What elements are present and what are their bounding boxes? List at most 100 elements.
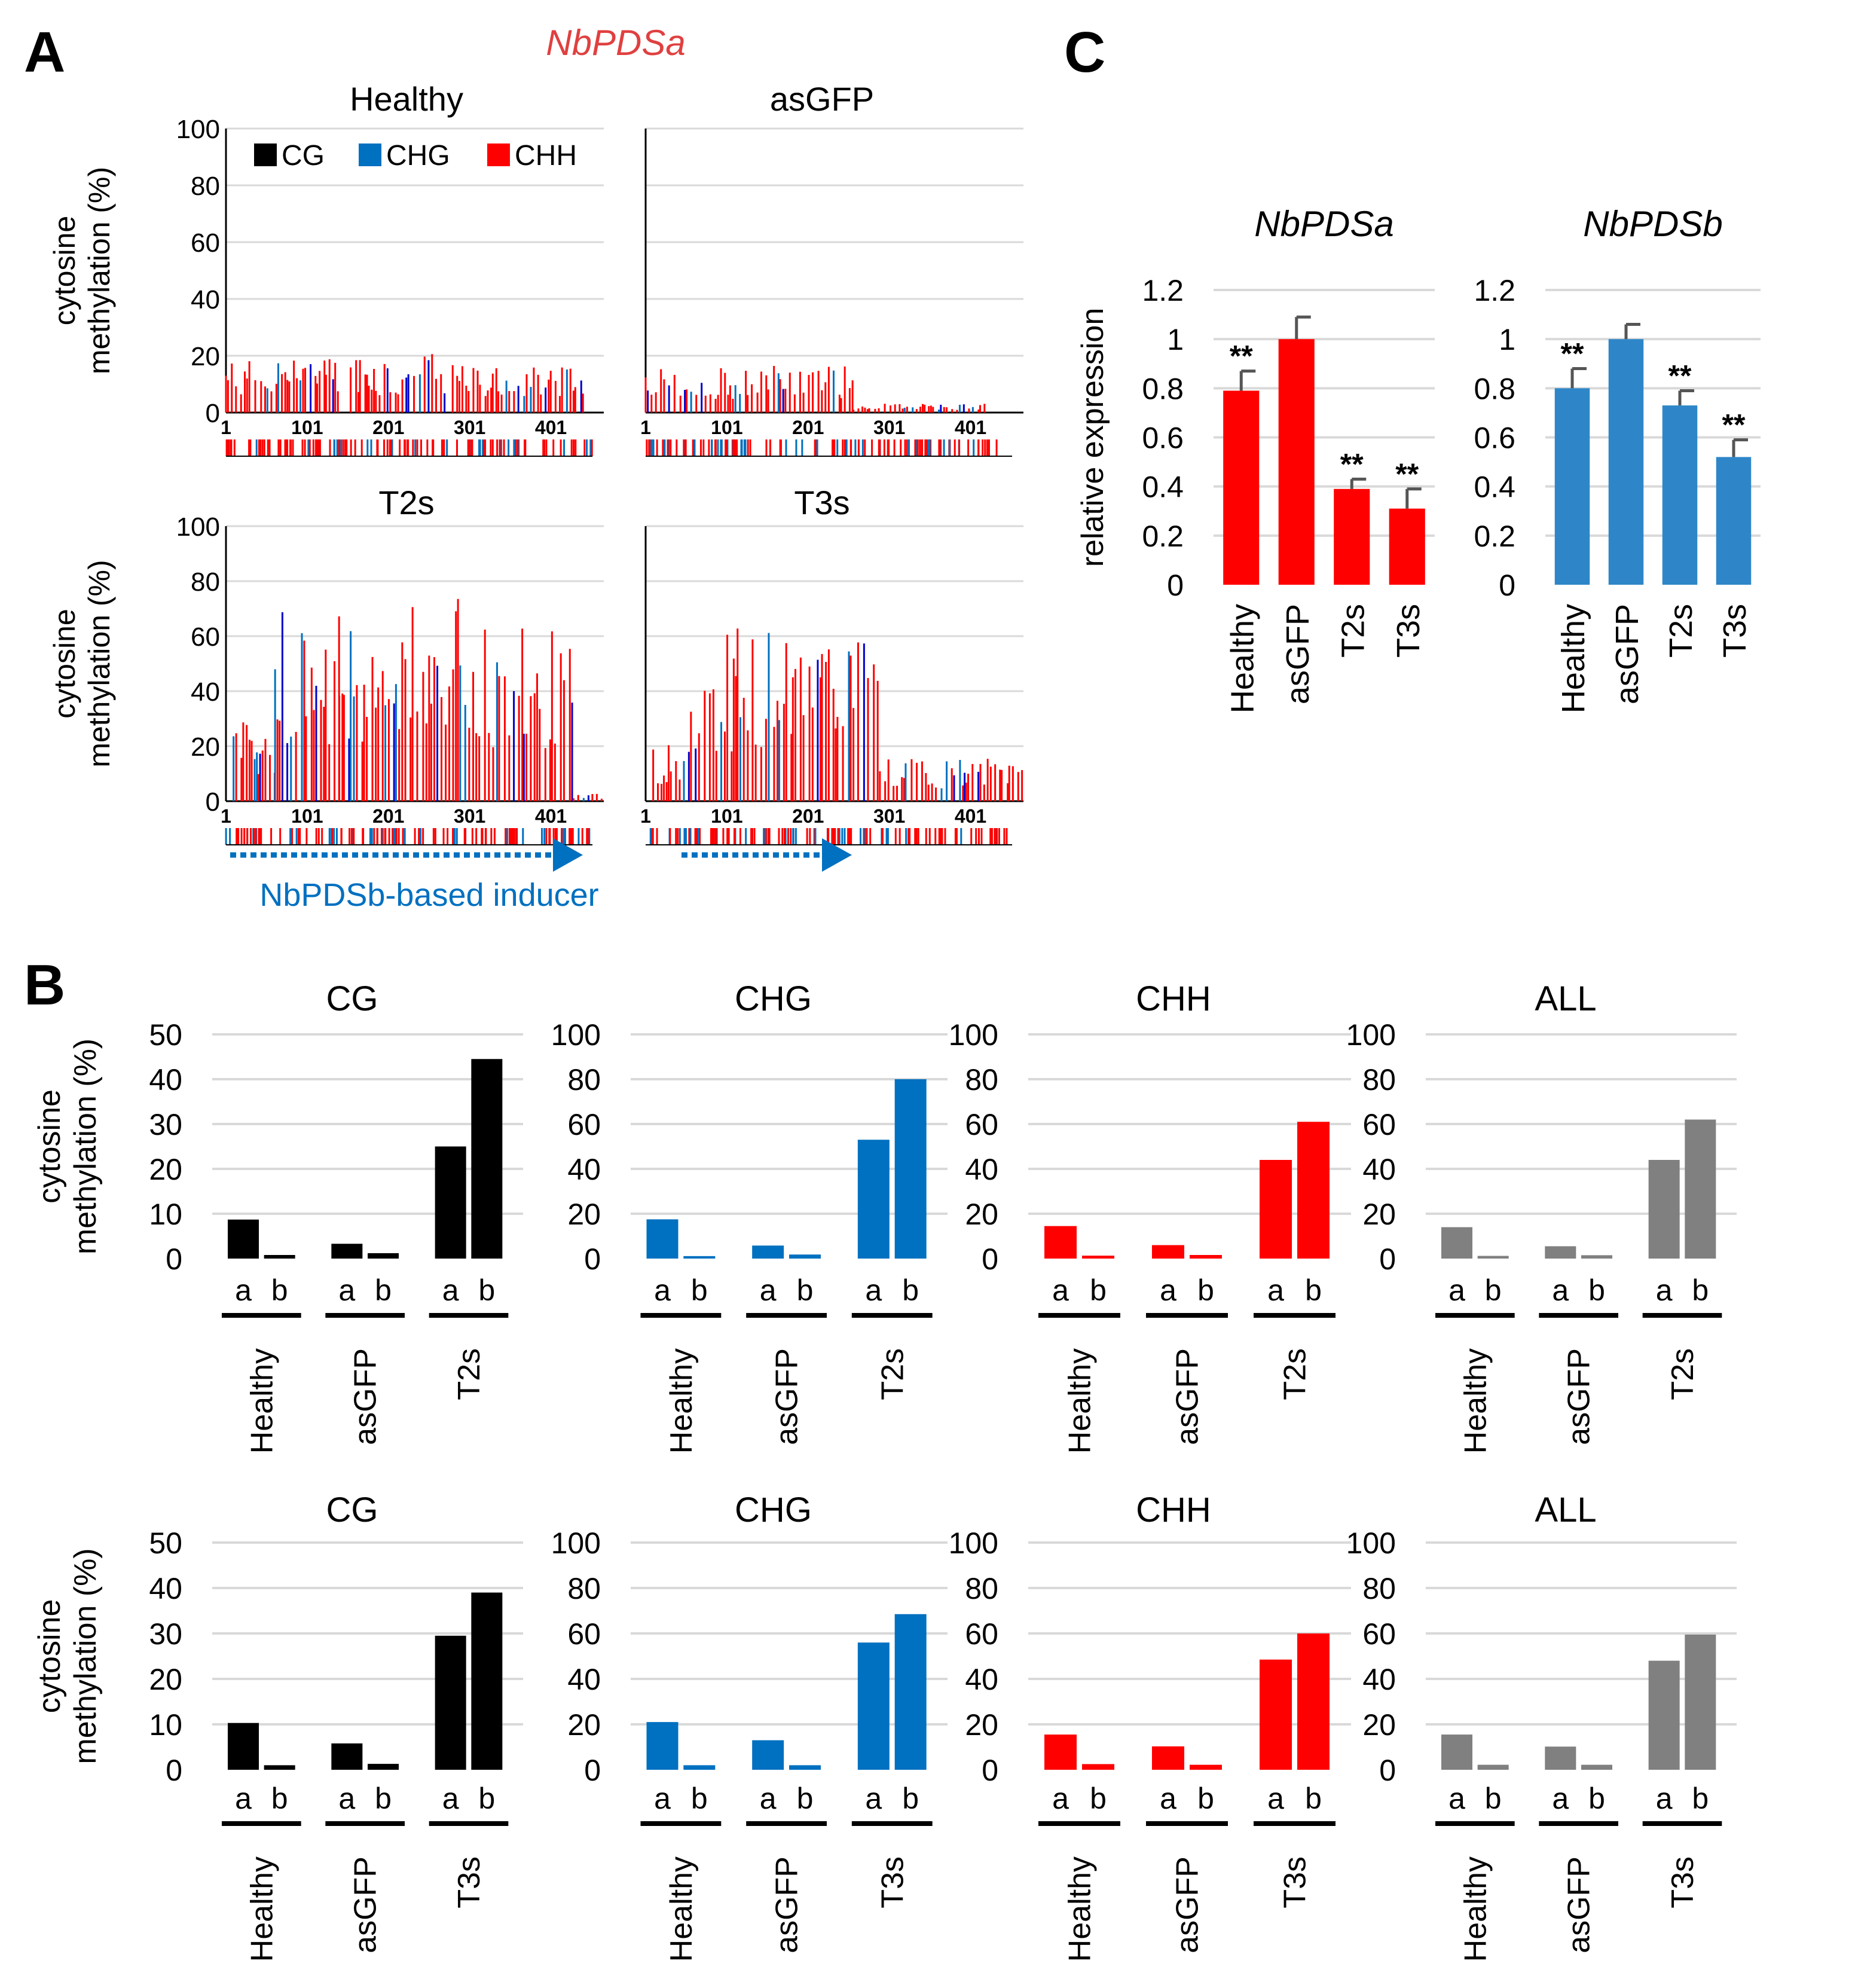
y-tick-label: 0.8: [1474, 372, 1515, 405]
bar-t3s-b: [471, 1592, 503, 1770]
category-label: asGFP: [770, 1856, 805, 1953]
category-label: T3s: [1278, 1856, 1313, 1908]
sub-label: b: [1588, 1274, 1605, 1307]
bar-t2s-b: [1297, 1122, 1330, 1259]
sub-label: b: [1090, 1782, 1107, 1815]
x-tick-label: 201: [792, 417, 824, 438]
bar-asgfp-a: [1152, 1245, 1184, 1259]
bar-t3s-a: [1648, 1660, 1680, 1770]
y-tick-label: 100: [949, 1018, 998, 1052]
y-axis-label: cytosine: [48, 609, 81, 718]
sub-label: a: [1552, 1274, 1569, 1307]
y-tick-label: 40: [1362, 1663, 1396, 1696]
x-tick-label: 401: [955, 417, 986, 438]
category-label: Healthy: [1224, 604, 1260, 713]
sub-label: a: [1656, 1274, 1673, 1307]
chart-title: ALL: [1535, 979, 1596, 1018]
x-tick-label: 401: [955, 805, 986, 827]
expression-chart-nbpdsb: NbPDSb 1.2 1 0.8 0.6 0.4 0.2 0 ** Healthy asGFP ** T…: [1474, 204, 1761, 713]
chart-title: NbPDSa: [1254, 204, 1393, 244]
y-tick-label: 80: [965, 1572, 998, 1605]
bar-t2s-a: [1260, 1160, 1292, 1259]
chart-title: CG: [326, 979, 378, 1018]
sub-label: b: [1197, 1274, 1214, 1307]
sub-label: a: [760, 1274, 777, 1307]
sub-label: b: [478, 1782, 495, 1815]
bar-t3s-a: [1260, 1659, 1292, 1770]
y-tick-label: 40: [567, 1663, 601, 1696]
bar-asgfp-b: [789, 1765, 821, 1770]
bar-t3s-b: [1685, 1634, 1716, 1770]
sub-label: b: [1588, 1782, 1605, 1815]
bar-t3s-b: [894, 1614, 927, 1770]
category-label: Healthy: [1458, 1856, 1493, 1962]
y-tick-label: 0: [1379, 1242, 1396, 1276]
category-label: T2s: [452, 1348, 487, 1400]
category-label: asGFP: [1562, 1348, 1597, 1445]
y-tick-label: 60: [1362, 1617, 1396, 1651]
chart-title: CHG: [735, 1491, 812, 1529]
y-axis-label: methylation (%): [68, 1039, 103, 1254]
bar-asgfp-b: [368, 1764, 399, 1770]
legend-label: CHH: [515, 140, 577, 172]
y-tick-label: 0: [584, 1754, 601, 1787]
x-tick-label: 401: [535, 805, 567, 827]
category-label: Healthy: [1555, 604, 1591, 713]
y-tick-label: 80: [965, 1063, 998, 1097]
bar-asgfp-b: [1581, 1764, 1612, 1770]
y-tick-label: 1.2: [1474, 274, 1515, 307]
y-tick-label: 60: [567, 1617, 601, 1651]
y-tick-label: 0: [1499, 569, 1515, 602]
bar-t3s: [1716, 457, 1752, 585]
bar-healthy-b: [1082, 1256, 1114, 1259]
bar-asgfp-a: [331, 1743, 363, 1770]
y-tick-label: 0.4: [1474, 471, 1515, 504]
x-tick-label: 301: [454, 805, 485, 827]
bar-healthy-a: [1044, 1226, 1077, 1259]
x-tick-label: 301: [873, 805, 905, 827]
y-tick-label: 1: [1499, 323, 1515, 356]
sub-label: b: [691, 1782, 708, 1815]
inducer-arrows: NbPDSb-based inducer: [230, 838, 852, 913]
x-tick-label: 101: [711, 805, 742, 827]
sub-label: b: [478, 1274, 495, 1307]
x-tick-label: 201: [372, 805, 404, 827]
bar-healthy-b: [1082, 1764, 1114, 1770]
bar-t2s-a: [435, 1146, 466, 1259]
bar-t2s: [1662, 405, 1698, 585]
y-tick-label: 80: [191, 172, 220, 201]
category-label: Healthy: [1063, 1348, 1098, 1453]
category-label: Healthy: [1458, 1348, 1493, 1453]
y-tick-label: 20: [965, 1198, 998, 1231]
methylation-plot-healthy: Healthy 100 80 60 40 20 0 cytosine methylation (…: [48, 80, 604, 457]
y-tick-label: 0.6: [1142, 422, 1184, 455]
y-axis-label: methylation (%): [82, 560, 116, 767]
bar-asgfp-b: [1190, 1255, 1222, 1259]
bar-healthy-a: [228, 1219, 259, 1259]
methylation-plot-asgfp: asGFP 1 101 201 301 401: [640, 80, 1023, 457]
plot-title: Healthy: [350, 80, 463, 118]
category-label: Healthy: [245, 1348, 279, 1453]
bar-t2s-b: [1685, 1119, 1716, 1259]
legend-swatch: [254, 143, 277, 166]
chart-title: NbPDSb: [1583, 204, 1722, 244]
sub-label: b: [375, 1274, 392, 1307]
y-tick-label: 0: [166, 1754, 182, 1787]
sub-label: a: [338, 1782, 355, 1815]
bar-asgfp-a: [1545, 1746, 1576, 1770]
y-tick-label: 0.4: [1142, 471, 1184, 504]
sub-label: b: [1692, 1782, 1709, 1815]
bar-healthy: [1554, 388, 1590, 585]
panel-c: NbPDSa 1.2 1 0.8 0.6 0.4 0.2 0 relative expressi…: [1075, 204, 1761, 713]
sub-label: b: [902, 1782, 919, 1815]
bar-t2s: [1334, 488, 1370, 585]
y-tick-label: 40: [567, 1153, 601, 1186]
bar-healthy-b: [683, 1256, 716, 1259]
y-tick-label: 0: [982, 1242, 998, 1276]
y-axis-label: cytosine: [32, 1599, 67, 1714]
y-tick-label: 10: [149, 1708, 182, 1742]
